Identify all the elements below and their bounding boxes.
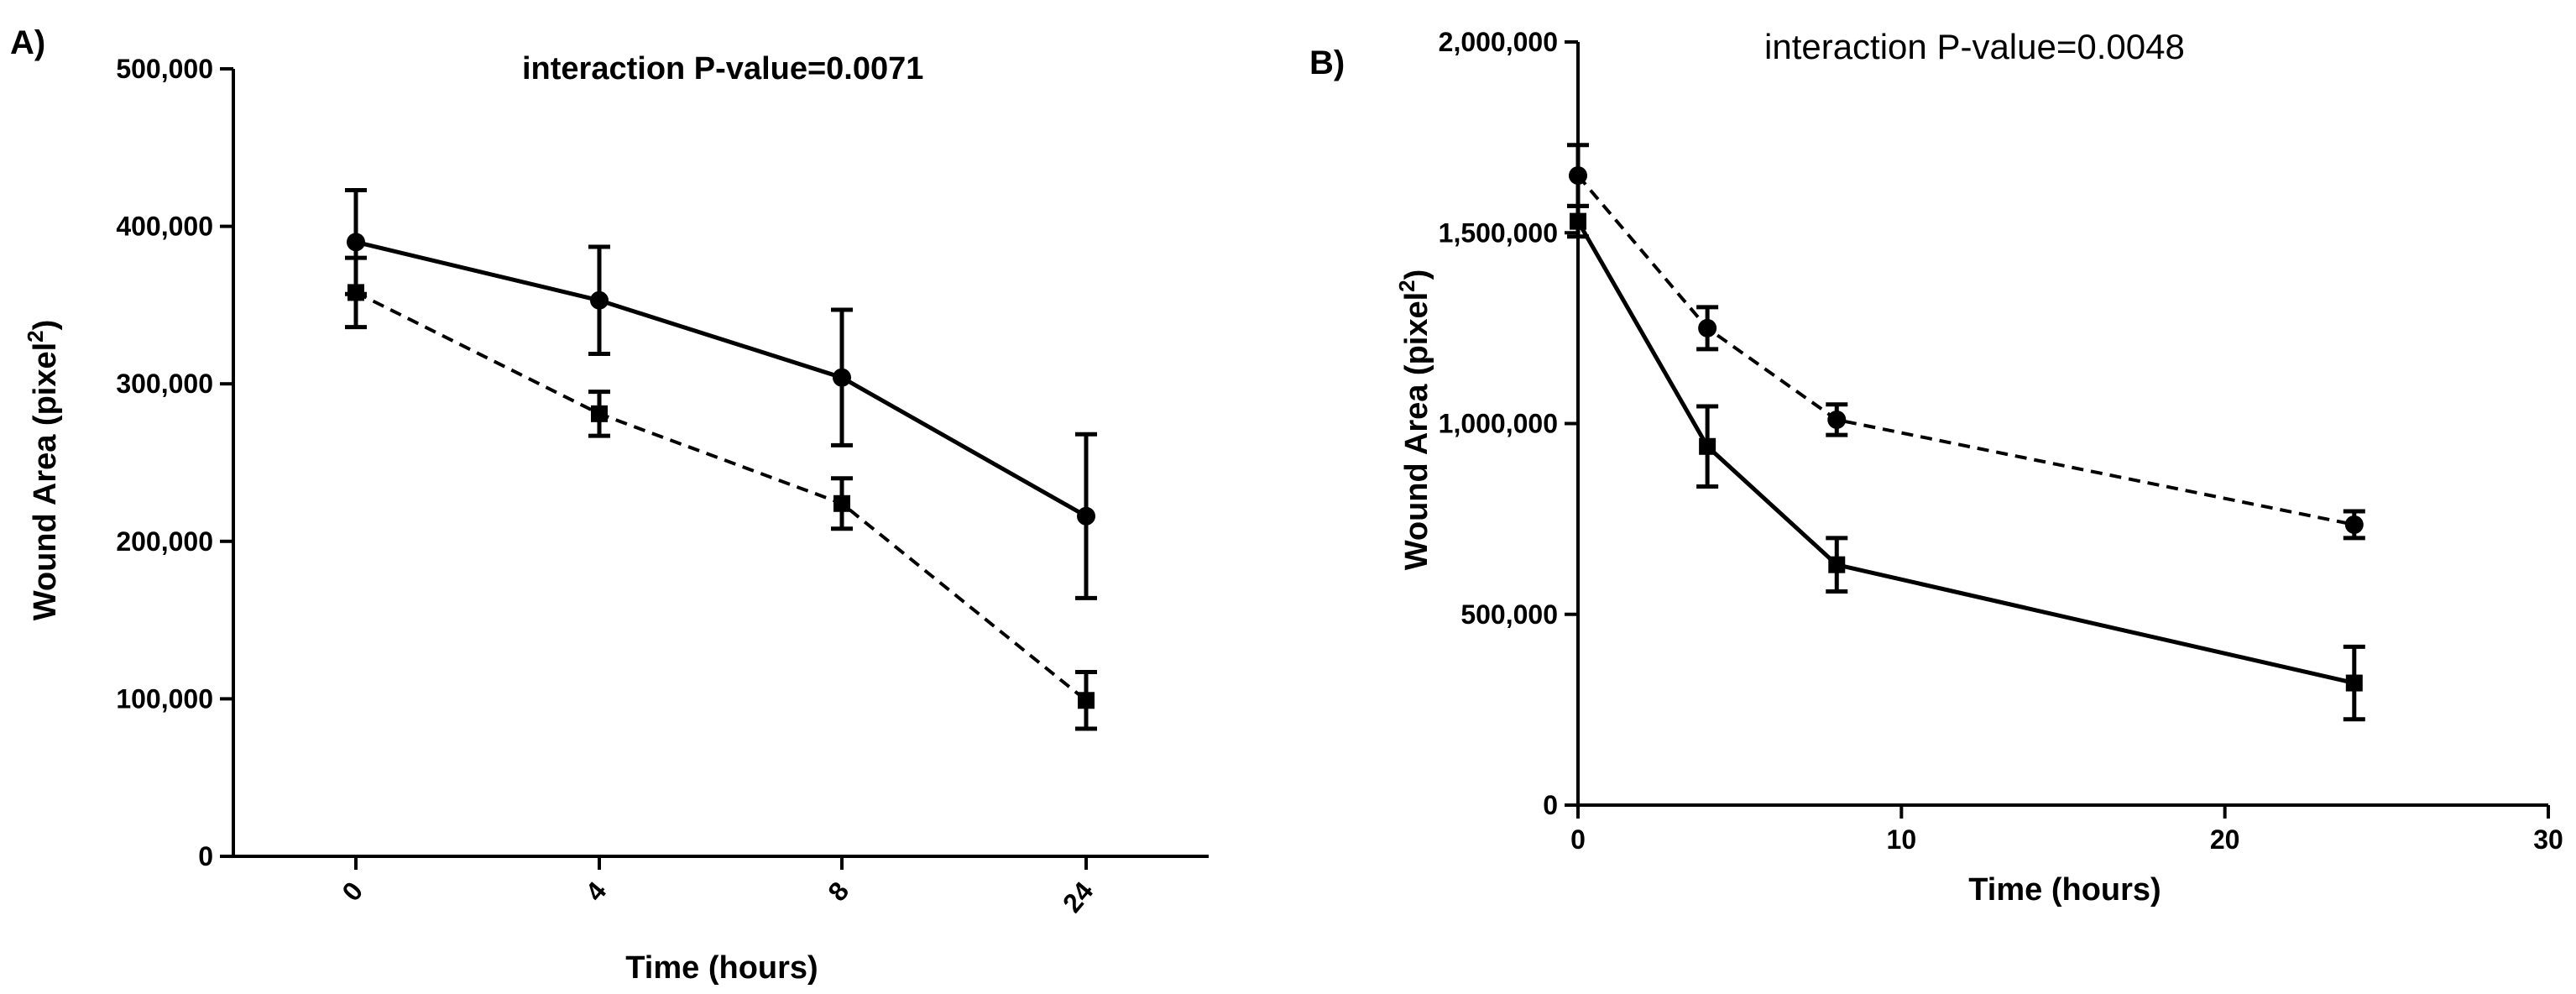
panel-a-series-circle-solid-line bbox=[355, 239, 1088, 518]
panel-b-y-axis-title: Wound Area (pixel2) bbox=[1394, 269, 1434, 571]
panel-a-series-square-dashed-point-2 bbox=[833, 494, 850, 512]
panel-a-y-axis-title: Wound Area (pixel2) bbox=[23, 320, 63, 621]
panel-b-y-tick-label-0: 0 bbox=[1543, 790, 1558, 820]
panel-a-x-ticks: 0 4 8 24 bbox=[336, 856, 1099, 918]
panel-b-series-circle-dashed-line bbox=[1576, 174, 2355, 526]
panel-a-series-square-dashed-point-3 bbox=[1078, 692, 1095, 709]
panel-a-x-tick-label-1: 4 bbox=[579, 876, 612, 907]
panel-a-series-square-dashed-point-1 bbox=[591, 405, 608, 422]
panel-b-series-square-solid-line bbox=[1575, 220, 2355, 685]
panel-a-series-circle-solid-point-2 bbox=[833, 368, 851, 387]
panel-b-x-ticks: 0 10 20 30 bbox=[1570, 805, 2563, 855]
panel-a-y-tick-label-5: 500,000 bbox=[116, 54, 213, 84]
panel-b-series-square-solid bbox=[1567, 203, 2365, 722]
panel-a-series-circle-solid-point-3 bbox=[1077, 506, 1095, 526]
panel-b-series-circle-dashed-point-2 bbox=[1827, 410, 1847, 429]
panel-b-y-tick-label-1: 500,000 bbox=[1460, 599, 1558, 630]
panel-b-annotation: interaction P-value=0.0048 bbox=[1764, 27, 2185, 66]
panel-a-series-circle-solid-point-1 bbox=[590, 290, 609, 310]
panel-a-x-tick-label-3: 24 bbox=[1057, 876, 1100, 918]
panel-b-label: B) bbox=[1309, 44, 1345, 81]
panel-a-x-tick-label-0: 0 bbox=[336, 876, 368, 907]
panel-b-x-tick-label-3: 30 bbox=[2533, 824, 2563, 855]
panel-b-x-tick-label-0: 0 bbox=[1570, 824, 1586, 855]
panel-b-series-circle-dashed-point-1 bbox=[1698, 318, 1717, 337]
panel-a-series-square-dashed-line bbox=[355, 290, 1088, 702]
panel-a-series bbox=[345, 187, 1097, 731]
panel-a-x-tick-label-2: 8 bbox=[822, 876, 854, 907]
panel-a-label: A) bbox=[10, 24, 45, 61]
panel-b-y-tick-label-4: 2,000,000 bbox=[1439, 27, 1558, 57]
panel-b-x-axis-title: Time (hours) bbox=[1968, 872, 2161, 908]
panel-b-series-square-solid-point-2 bbox=[1828, 556, 1846, 573]
panel-b-series-circle-dashed-point-0 bbox=[1569, 166, 1587, 186]
panel-a-y-ticks: 0 100,000 200,000 300,000 400,000 500,000 bbox=[116, 54, 233, 871]
panel-a-x-axis-title: Time (hours) bbox=[625, 950, 818, 986]
panel-b-x-tick-label-2: 20 bbox=[2210, 824, 2240, 855]
panel-a-y-tick-label-1: 100,000 bbox=[116, 683, 213, 714]
panel-a-annotation: interaction P-value=0.0071 bbox=[522, 51, 923, 86]
panel-b-y-tick-label-2: 1,000,000 bbox=[1439, 409, 1558, 439]
panel-a-series-square-dashed bbox=[345, 255, 1097, 731]
panel-a-series-circle-solid bbox=[345, 187, 1097, 600]
panel-b-series-circle-dashed-point-3 bbox=[2344, 515, 2364, 534]
panel-b-y-ticks: 0 500,000 1,000,000 1,500,000 2,000,000 bbox=[1439, 27, 1578, 820]
panel-a-series-square-dashed-point-0 bbox=[347, 284, 364, 301]
panel-b: B) interaction P-value=0.0048 Time (hour… bbox=[1309, 27, 2563, 908]
panel-b-series-square-solid-point-3 bbox=[2345, 674, 2363, 692]
panel-b-y-tick-label-3: 1,500,000 bbox=[1439, 217, 1558, 248]
panel-a-series-circle-solid-point-0 bbox=[347, 233, 365, 252]
panel-b-x-tick-label-1: 10 bbox=[1887, 824, 1917, 855]
panel-b-series bbox=[1567, 143, 2365, 722]
panel-a: A) interaction P-value=0.0071 Time (hour… bbox=[10, 24, 1209, 986]
panel-b-series-square-solid-point-0 bbox=[1570, 212, 1586, 230]
panel-b-series-square-solid-point-1 bbox=[1699, 437, 1716, 455]
panel-a-y-tick-label-2: 200,000 bbox=[116, 526, 213, 557]
panel-b-series-circle-dashed bbox=[1567, 143, 2365, 541]
panel-a-y-tick-label-4: 400,000 bbox=[116, 212, 213, 242]
panel-a-y-tick-label-3: 300,000 bbox=[116, 369, 213, 399]
panel-a-y-tick-label-0: 0 bbox=[198, 841, 213, 871]
